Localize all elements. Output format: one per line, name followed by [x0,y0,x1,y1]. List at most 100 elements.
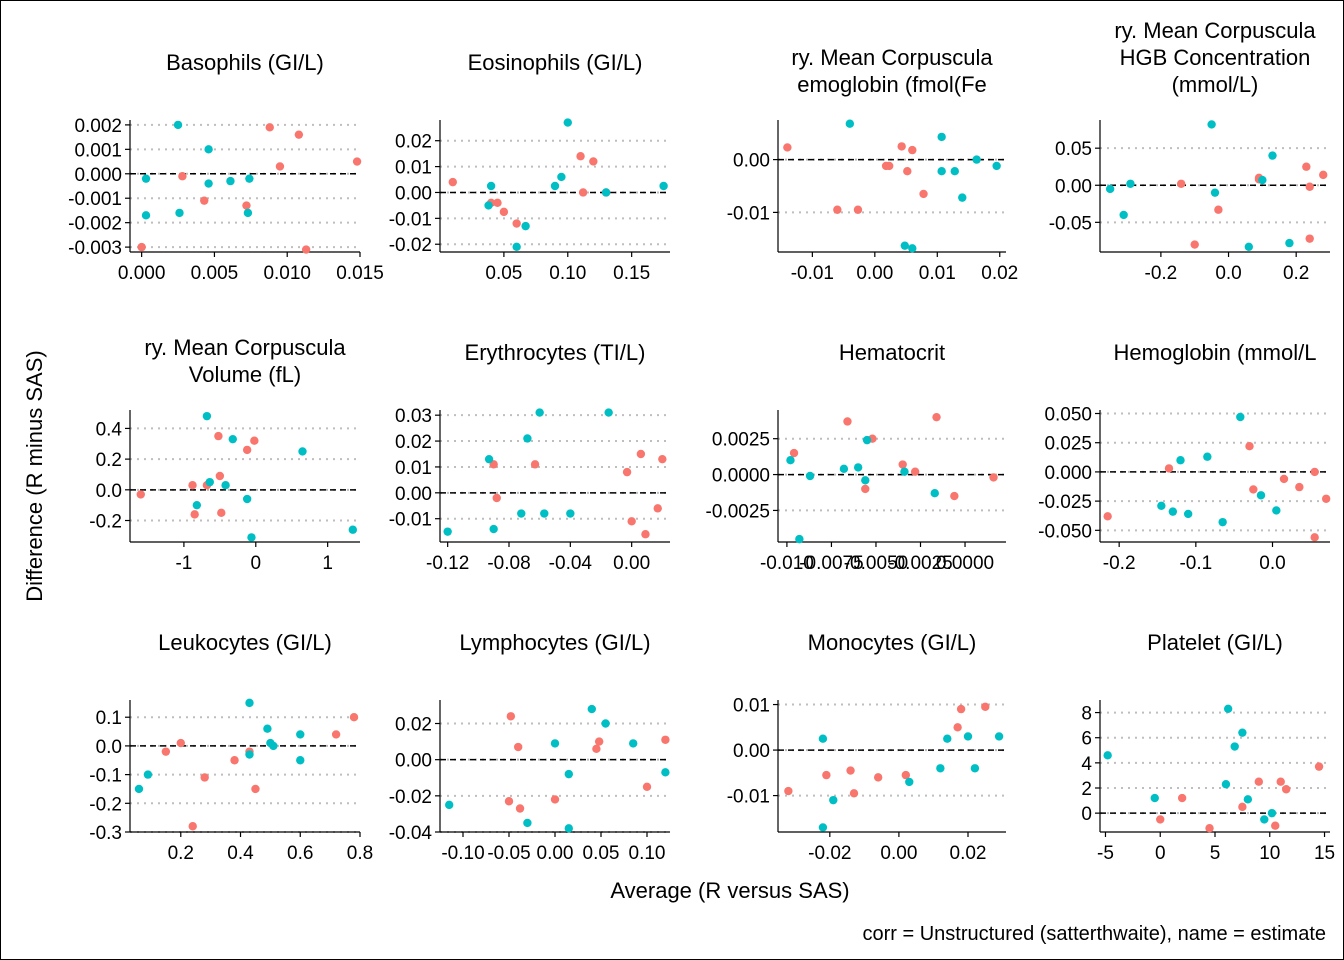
data-point [884,161,894,171]
data-point [1190,240,1199,249]
data-point [245,698,254,708]
data-point [137,242,146,252]
x-tick-label: 0.6 [287,843,313,864]
data-point [873,773,883,782]
x-tick-label: 0.05 [583,843,620,864]
data-point [937,167,946,176]
data-point [1305,234,1314,243]
y-tick-label: 0.02 [395,132,432,153]
data-point [901,770,911,780]
data-point [861,476,870,485]
data-point [846,766,855,775]
data-point [1176,179,1186,188]
x-tick-label: 0.15 [613,263,650,284]
data-point [1238,802,1247,812]
data-point [514,742,523,752]
y-tick-label: -0.01 [727,203,770,224]
y-tick-label: -0.02 [389,787,432,808]
data-point [298,447,307,456]
data-point [1276,777,1285,786]
data-point [919,189,928,199]
data-point [226,176,235,186]
y-tick-label: -0.3 [89,823,122,844]
data-point [1260,815,1269,824]
data-point [629,739,638,748]
data-point [251,784,260,794]
data-point [1103,751,1112,760]
data-point [175,208,184,218]
y-tick-label: 0.01 [395,158,432,179]
x-tick-label: -1 [175,553,192,574]
panel-9: Leukocytes (GI/L) 0.1 0.0 -0.1 -0.2 -0.3 0.2 0.… [89,630,373,864]
data-point [550,795,560,804]
data-point [958,193,967,202]
data-point [564,769,573,779]
data-point [963,732,973,741]
data-point [1210,188,1220,197]
x-tick-label: -0.010 [760,553,814,574]
data-point [190,510,199,519]
panel-10: Lymphocytes (GI/L) 0.02 0.00 -0.02 -0.04 -0.1… [389,630,670,864]
data-point [1310,533,1319,542]
y-tick-label: 0.05 [1055,139,1092,160]
x-tick-label: -0.0050 [844,553,908,574]
data-point [900,241,910,250]
y-tick-label: 0.025 [1044,434,1092,455]
y-tick-label: 0.02 [395,432,432,453]
data-point [188,822,197,831]
y-tick-label: -0.05 [1049,213,1092,234]
panel-title: ry. Mean Corpuscula [144,335,346,360]
y-tick-label: -0.003 [68,238,122,259]
panel-title: Leukocytes (GI/L) [158,630,332,655]
y-tick-label: 0.00 [733,151,770,172]
data-point [331,730,341,739]
data-point [521,221,530,231]
x-tick-label: 15 [1314,843,1335,864]
y-tick-label: 0.0000 [712,466,770,487]
data-point [950,491,959,501]
data-point [499,207,509,217]
y-tick-label: 0.001 [74,140,122,161]
data-point [204,179,213,188]
data-point [296,730,305,739]
data-point [243,208,253,218]
data-point [493,198,502,208]
data-point [601,188,611,197]
x-tick-label: 0.00 [856,263,893,284]
data-point [202,411,212,421]
data-point [932,412,941,422]
data-point [301,245,311,254]
data-point [1305,182,1314,191]
y-tick-label: -0.002 [68,214,122,235]
data-point [953,723,962,732]
y-tick-label: 0.00 [395,484,432,505]
panel-title: Monocytes (GI/L) [808,630,977,655]
y-tick-label: -0.2 [89,512,122,533]
data-point [950,167,959,176]
data-point [141,211,151,220]
data-point [818,734,828,743]
data-point [200,773,209,782]
data-point [839,464,849,474]
data-point [1285,238,1294,248]
x-tick-label: 10 [1259,843,1280,864]
y-tick-label: 8 [1081,704,1092,725]
data-point [1319,170,1328,180]
x-tick-label: -0.0025 [888,553,952,574]
data-point [242,201,251,210]
data-point [535,408,544,417]
x-tick-label: 0 [1155,843,1166,864]
data-point [900,467,909,476]
panel-11: Monocytes (GI/L) 0.01 0.00 -0.01 -0.02 0.00 0.… [727,630,1006,864]
data-point [178,172,187,181]
x-tick-label: 0.0 [1215,263,1241,284]
x-tick-label: -0.2 [1103,553,1136,574]
data-point [1279,474,1289,484]
data-point [247,533,256,542]
data-point [204,145,213,154]
data-point [956,704,966,714]
data-point [862,435,872,445]
